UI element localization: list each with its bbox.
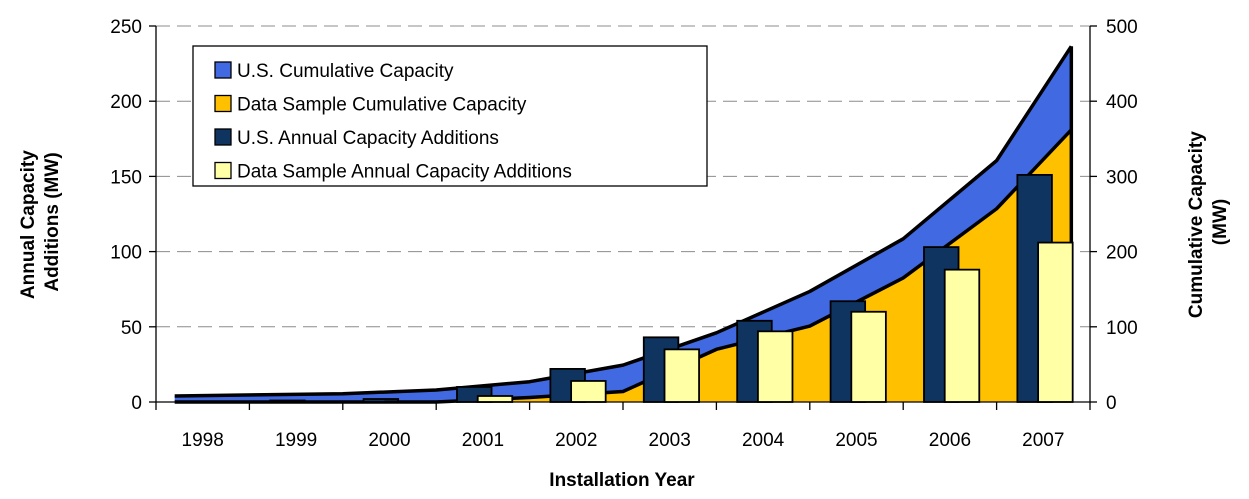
x-tick-label: 2006 — [929, 430, 971, 451]
legend-label: U.S. Cumulative Capacity — [237, 61, 454, 82]
x-tick-label: 2002 — [555, 430, 597, 451]
left-axis-ticks: 0 50 100 150 200 250 — [110, 17, 156, 414]
legend-swatch — [214, 94, 232, 113]
left-tick-label: 150 — [110, 167, 142, 188]
right-tick-label: 400 — [1106, 92, 1138, 113]
annual-bars — [176, 173, 1074, 403]
bar-sample-annual-2004 — [757, 330, 794, 403]
x-tick-label: 1998 — [182, 430, 224, 451]
left-axis-title-line-1: Annual Capacity — [18, 150, 39, 299]
right-tick-label: 500 — [1106, 17, 1138, 38]
right-tick-label: 300 — [1106, 167, 1138, 188]
right-axis-ticks: 0 100 200 300 400 500 — [1090, 17, 1138, 414]
bar-sample-annual-2006 — [943, 268, 981, 403]
left-tick-label: 250 — [110, 17, 142, 38]
right-axis-title-line-1: Cumulative Capacity — [1186, 131, 1207, 318]
left-axis-title: Annual Capacity Additions (MW) — [18, 145, 63, 299]
left-tick-label: 200 — [110, 92, 142, 113]
x-tick-label: 2004 — [742, 430, 785, 451]
left-tick-label: 50 — [121, 318, 142, 339]
x-tick-label: 2005 — [835, 430, 877, 451]
legend: U.S. Cumulative Capacity Data Sample Cumu… — [192, 45, 708, 187]
x-tick-label: 2001 — [462, 430, 504, 451]
legend-label: Data Sample Annual Capacity Additions — [237, 162, 572, 183]
x-axis-ticks: 1998 1999 2000 2001 2002 2003 2004 2005 2006 2007 — [155, 402, 1091, 451]
x-tick-label: 2000 — [368, 430, 410, 451]
left-tick-label: 100 — [110, 243, 142, 264]
legend-box — [192, 45, 708, 187]
right-axis-title: Cumulative Capacity (MW) — [1186, 126, 1231, 318]
bar-sample-annual-2003 — [663, 348, 700, 403]
legend-swatch — [214, 161, 232, 180]
right-axis-title-line-2: (MW) — [1210, 199, 1231, 245]
bar-sample-annual-2002 — [570, 380, 607, 403]
legend-swatch — [214, 61, 232, 79]
legend-swatch — [214, 128, 232, 146]
bar-sample-annual-2007 — [1037, 241, 1074, 403]
legend-label: Data Sample Cumulative Capacity — [237, 95, 527, 116]
bar-sample-annual-2001 — [476, 395, 514, 403]
bar-sample-annual-2005 — [850, 310, 887, 403]
x-axis-title: Installation Year — [549, 470, 695, 491]
right-tick-label: 0 — [1106, 393, 1117, 414]
legend-label: U.S. Annual Capacity Additions — [237, 128, 499, 149]
right-tick-label: 100 — [1106, 318, 1138, 339]
left-tick-label: 0 — [131, 393, 142, 414]
left-axis-title-line-2: Additions (MW) — [42, 152, 63, 291]
x-tick-label: 2003 — [649, 430, 691, 451]
x-tick-label: 2007 — [1022, 430, 1064, 451]
right-tick-label: 200 — [1106, 243, 1138, 264]
x-tick-label: 1999 — [275, 430, 317, 451]
